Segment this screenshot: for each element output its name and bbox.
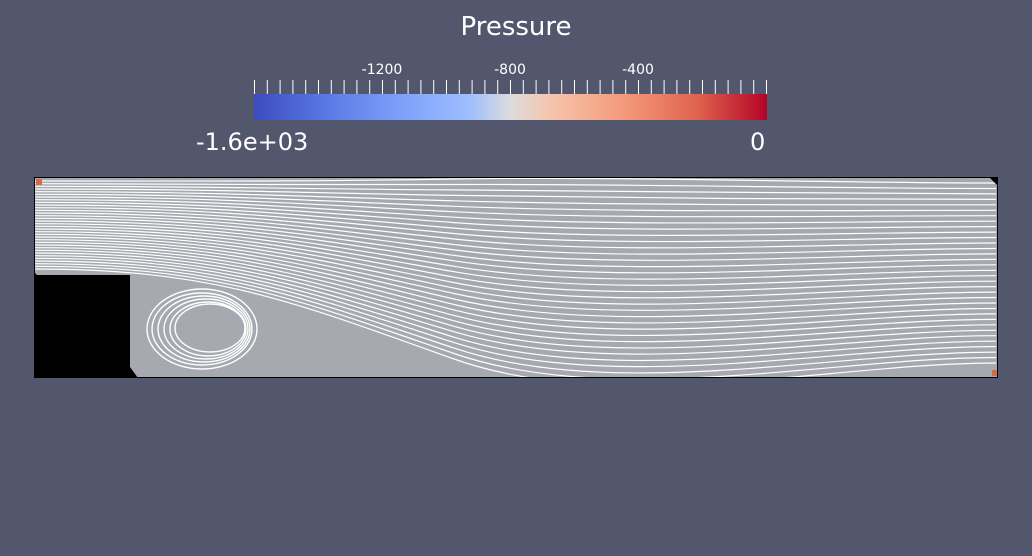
streamline (34, 233, 997, 305)
colorbar-min-label: -1.6e+03 (196, 128, 309, 156)
streamline (34, 225, 997, 286)
streamline (34, 177, 997, 184)
streamline (34, 236, 997, 311)
streamline (34, 247, 997, 336)
streamline (34, 239, 997, 318)
streamline (34, 191, 997, 206)
streamline (34, 215, 997, 261)
streamline (34, 183, 997, 190)
tick-label-2: -800 (494, 62, 526, 78)
vortex-core (180, 308, 240, 348)
streamline (34, 220, 997, 274)
tick-label-3: -400 (622, 62, 654, 78)
top-right-corner (989, 177, 998, 186)
streamline (34, 217, 997, 268)
streamline (34, 193, 997, 212)
streamline (34, 268, 997, 378)
colorbar-ticks (254, 80, 767, 94)
streamline (34, 185, 997, 195)
streamline (34, 244, 997, 330)
tick-label-1: -1200 (361, 62, 403, 78)
streamline (34, 263, 997, 374)
streamline (34, 260, 997, 368)
colorbar (254, 94, 767, 120)
streamline (34, 199, 997, 224)
streamline (34, 207, 997, 243)
streamline (34, 196, 997, 218)
streamline (34, 255, 997, 355)
colorbar-max-label: 0 (750, 128, 766, 156)
streamline (34, 223, 997, 280)
streamline (34, 212, 997, 255)
streamline (34, 257, 997, 362)
outlet-marker (992, 370, 997, 376)
streamline (34, 249, 997, 343)
streamline (34, 252, 997, 349)
streamline (34, 188, 997, 200)
streamline (34, 265, 997, 378)
colorbar-title: Pressure (460, 12, 572, 42)
streamline (34, 209, 997, 249)
streamline (34, 201, 997, 230)
recirculation-vortex (146, 288, 258, 370)
streamline (34, 228, 997, 293)
streamline (34, 241, 997, 324)
streamline (34, 204, 997, 236)
flow-domain-plot (34, 177, 998, 378)
inlet-marker (36, 179, 42, 185)
streamline (34, 231, 997, 299)
step-obstacle (34, 272, 138, 378)
